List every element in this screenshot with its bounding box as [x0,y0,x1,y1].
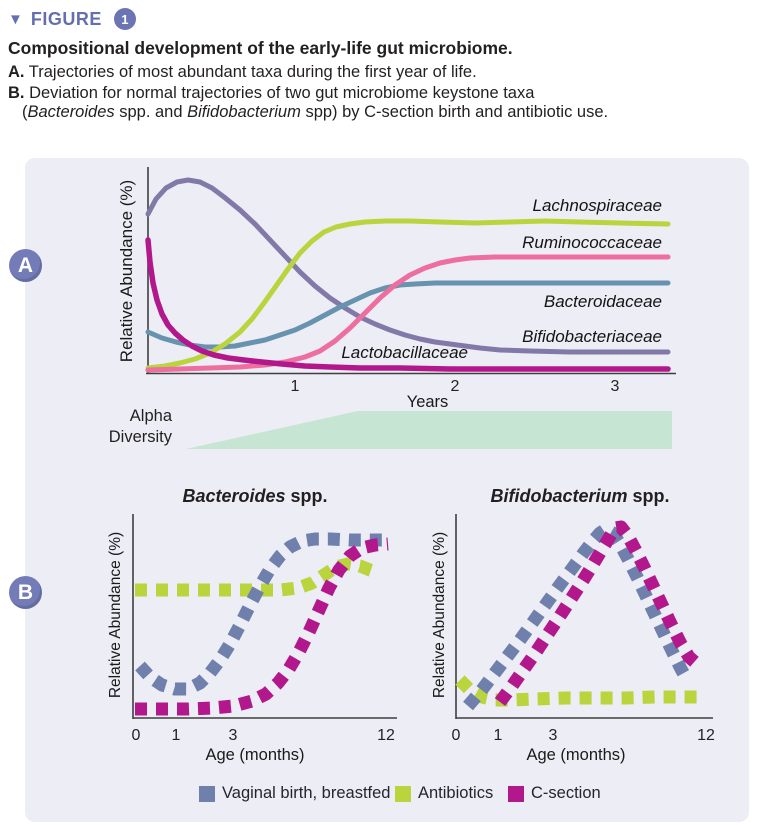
caption-b-line1: B. Deviation for normal trajectories of … [8,84,534,103]
alpha-diversity-label: Alpha Diversity [108,407,172,446]
caption-b-prefix: B. [8,84,25,102]
panel-a-x-axis-label: Years [406,393,449,411]
label-bifidobacteriaceae: Bifidobacteriaceae [522,327,662,346]
bifidobacterium-tick-12: 12 [697,727,715,744]
bifidobacterium-tick-0: 0 [451,727,461,744]
panel-a-badge: A [9,249,42,282]
curve-bifidobacteriaceae [145,177,671,355]
alpha-diversity-wedge [186,411,672,449]
antibiotics-swatch [395,785,411,802]
triangle-down-icon[interactable]: ▼ [8,10,23,28]
label-ruminococcaceae: Ruminococcaceae [522,233,662,252]
curve-lactobacillaceae [145,237,671,372]
panel-a-chart [145,167,676,375]
bacteroides-tick-1: 1 [171,727,181,744]
caption-a: A. Trajectories of most abundant taxa du… [8,63,477,82]
bacteroides-tick-3: 3 [228,727,238,744]
bifidobacterium-chart-title: Bifidobacterium spp. [490,486,670,506]
csection-swatch [508,785,524,802]
figure-number-badge: 1 [113,8,136,30]
bacteroides-y-axis-label: Relative Abundance (%) [107,531,124,699]
vaginal-label: Vaginal birth, breastfed [222,784,391,802]
bacteroides-chart-title: Bacteroides spp. [182,486,328,506]
figure-title: Compositional development of the early-l… [8,38,513,58]
taxon-bifidobacterium: Bifidobacterium [187,103,301,121]
panel-a-tick-2: 2 [450,378,460,395]
bifidobacterium-y-axis-label: Relative Abundance (%) [431,531,448,699]
antibiotics-label: Antibiotics [418,784,494,802]
bifidobacterium-tick-1: 1 [493,727,503,744]
dashed-antibiotics-bacteroides [135,557,379,597]
csection-label: C-section [531,784,601,802]
panel-a-tick-1: 1 [290,378,300,395]
label-lactobacillaceae: Lactobacillaceae [341,343,468,362]
bacteroides-chart [132,514,397,719]
alpha-wedge-shape [186,411,672,449]
dashed-antibiotics-bifidobacterium [455,675,702,707]
label-lachnospiraceae: Lachnospiraceae [532,196,662,215]
caption-b-text1: Deviation for normal trajectories of two… [29,84,535,102]
bifidobacterium-tick-3: 3 [548,727,558,744]
dashed-vaginal-bifidobacterium [463,522,692,711]
curve-ruminococcaceae [145,254,671,373]
bacteroides-tick-0: 0 [131,727,141,744]
panel-a-y-axis-label: Relative Abundance (%) [117,179,136,363]
vaginal-swatch [199,785,215,802]
figure-label: FIGURE [30,8,102,29]
taxon-bacteroides: Bacteroides [27,103,115,121]
dashed-csection-bifidobacterium [494,520,702,706]
caption-a-text: Trajectories of most abundant taxa durin… [28,63,477,81]
label-bacteroidaceae: Bacteroidaceae [543,292,662,311]
panel-b-badge: B [9,576,42,609]
curve-lachnospiraceae [145,218,671,371]
bifidobacterium-chart [455,514,713,719]
dashed-csection-bacteroides [135,537,389,716]
bacteroides-tick-12: 12 [377,727,395,744]
dashed-vaginal-bacteroides [135,532,388,696]
legend-item-vaginal: Vaginal birth, breastfed [199,784,390,803]
panel-a-tick-3: 3 [610,378,620,395]
bifidobacterium-x-axis-label: Age (months) [526,746,626,764]
curve-bacteroidaceae [145,280,671,350]
legend-item-csection: C-section [508,784,601,803]
bacteroides-x-axis-label: Age (months) [205,746,305,764]
figure-header: ▼ FIGURE 1 [8,8,136,30]
caption-a-prefix: A. [8,63,25,81]
caption-b-line2: (Bacteroides spp. and Bifidobacterium sp… [22,103,609,121]
legend-item-antibiotics: Antibiotics [395,784,493,803]
